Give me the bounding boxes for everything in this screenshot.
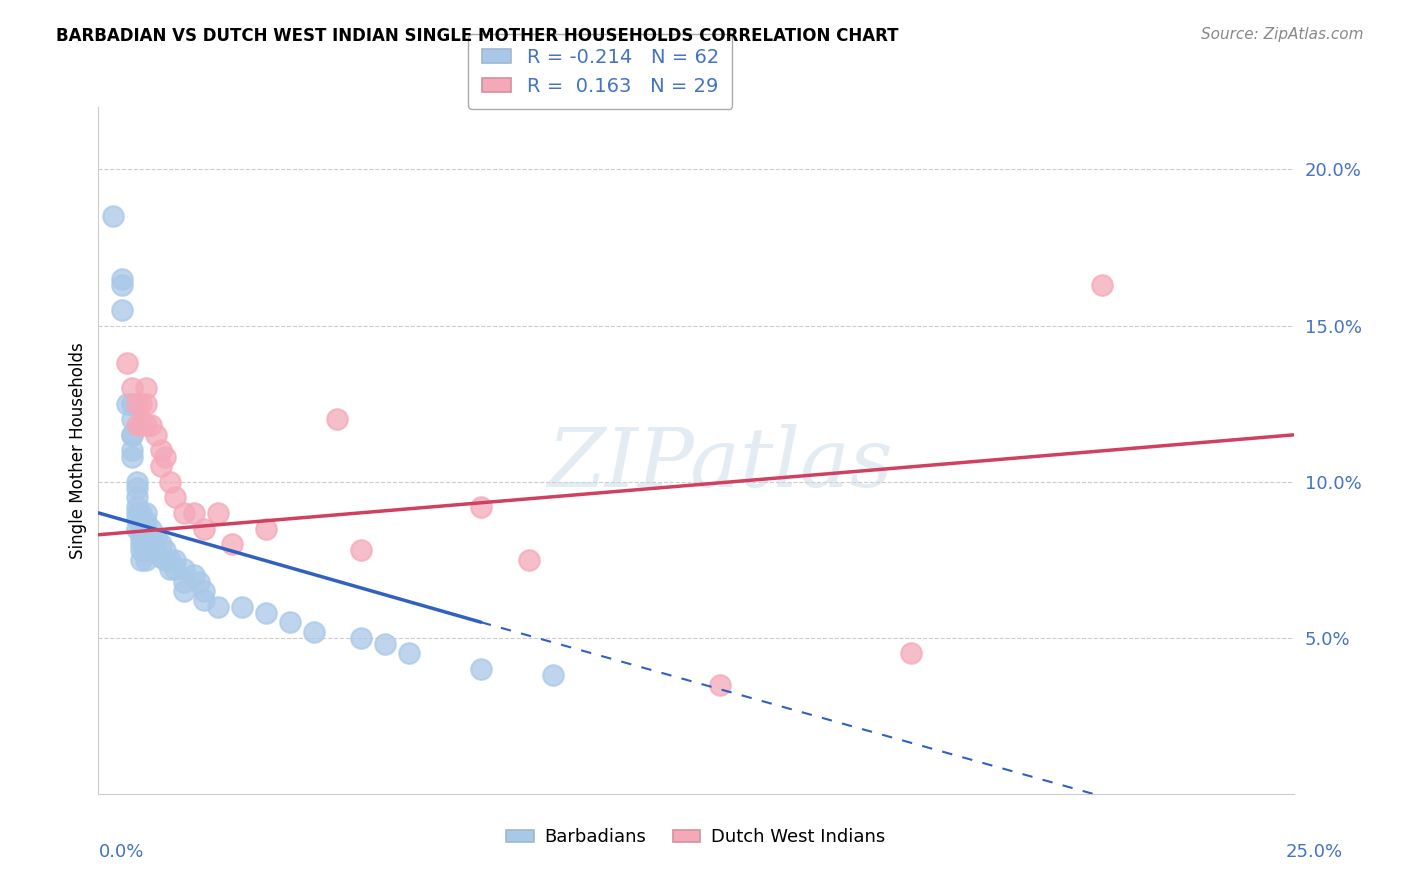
Point [193,583,215,598]
Point [135,515,157,529]
Point [900,646,922,660]
Point [125,512,148,526]
Point [709,678,731,692]
Point [145,427,167,442]
Point [173,574,195,589]
Text: ZIPatlas: ZIPatlas [547,425,893,504]
Point [159,562,181,576]
Point [155,552,177,567]
Point [149,443,172,458]
Point [115,356,138,370]
Point [159,552,181,567]
Point [278,615,301,630]
Point [183,568,205,582]
Point [135,521,157,535]
Point [121,427,143,442]
Point [145,543,167,558]
Point [207,599,229,614]
Text: BARBADIAN VS DUTCH WEST INDIAN SINGLE MOTHER HOUSEHOLDS CORRELATION CHART: BARBADIAN VS DUTCH WEST INDIAN SINGLE MO… [56,27,898,45]
Point [121,427,143,442]
Point [139,521,162,535]
Point [155,543,177,558]
Point [135,418,157,433]
Point [517,552,540,567]
Point [231,599,253,614]
Point [183,506,205,520]
Point [131,521,153,535]
Point [221,537,243,551]
Point [101,209,124,223]
Point [302,624,325,639]
Point [125,521,148,535]
Point [111,302,134,317]
Point [155,450,177,464]
Point [145,531,167,545]
Point [470,662,492,676]
Point [139,531,162,545]
Point [125,490,148,504]
Point [131,537,153,551]
Point [326,412,349,426]
Point [173,562,195,576]
Point [115,396,138,410]
Point [254,606,277,620]
Point [149,458,172,473]
Point [1091,277,1114,292]
Point [135,531,157,545]
Point [350,543,373,558]
Point [121,396,143,410]
Point [125,481,148,495]
Point [398,646,420,660]
Point [121,412,143,426]
Point [135,537,157,551]
Y-axis label: Single Mother Households: Single Mother Households [69,343,87,558]
Text: Source: ZipAtlas.com: Source: ZipAtlas.com [1201,27,1364,42]
Point [149,537,172,551]
Point [131,543,153,558]
Point [470,500,492,514]
Point [131,396,153,410]
Point [173,506,195,520]
Point [135,396,157,410]
Point [121,443,143,458]
Point [173,583,195,598]
Point [111,271,134,285]
Point [135,506,157,520]
Point [125,506,148,520]
Point [207,506,229,520]
Point [135,543,157,558]
Point [149,549,172,564]
Point [131,552,153,567]
Point [374,637,396,651]
Point [163,552,186,567]
Point [131,506,153,520]
Point [163,490,186,504]
Point [193,593,215,607]
Point [121,381,143,395]
Point [254,521,277,535]
Point [163,562,186,576]
Point [111,277,134,292]
Point [139,418,162,433]
Point [135,381,157,395]
Point [350,631,373,645]
Point [125,475,148,489]
Point [125,396,148,410]
Point [125,500,148,514]
Point [121,396,143,410]
Point [159,475,181,489]
Text: 25.0%: 25.0% [1285,843,1343,861]
Legend: Barbadians, Dutch West Indians: Barbadians, Dutch West Indians [499,822,893,854]
Point [125,418,148,433]
Point [131,515,153,529]
Text: 0.0%: 0.0% [98,843,143,861]
Point [541,668,564,682]
Point [131,531,153,545]
Point [193,521,215,535]
Point [135,552,157,567]
Point [187,574,209,589]
Point [121,450,143,464]
Point [131,418,153,433]
